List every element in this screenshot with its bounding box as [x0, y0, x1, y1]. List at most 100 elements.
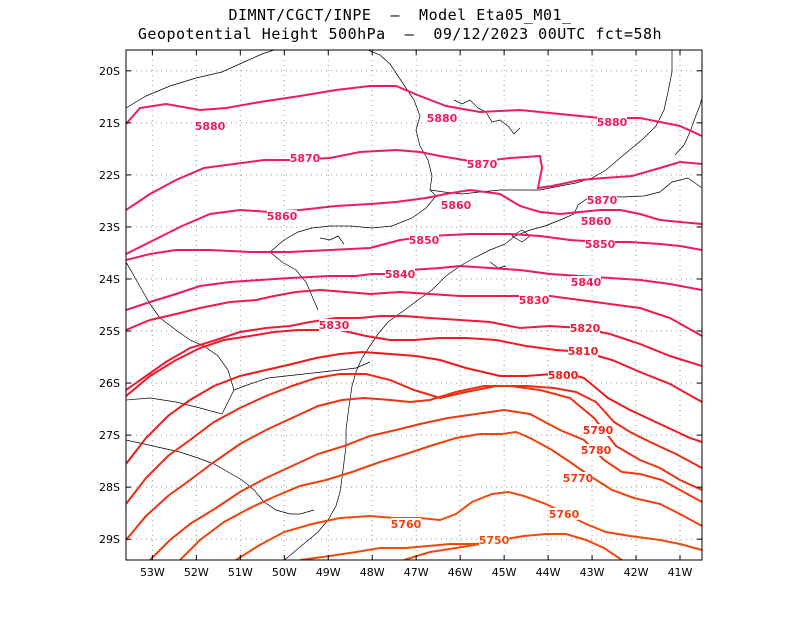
title-line-1: DIMNT/CGCT/INPE – Model Eta05_M01_: [228, 6, 572, 24]
contour-label-bg: [467, 158, 497, 170]
y-tick-label: 26S: [99, 377, 120, 390]
y-tick-label: 20S: [99, 65, 120, 78]
axis-ticks: 53W 52W 51W 50W 49W 48W 47W 46W 45W 44W 43W 42W 41W 2…: [99, 50, 702, 579]
contour-label-5770: 5770: [563, 472, 594, 485]
contour-label-bg: [563, 472, 593, 484]
contour-label-5850: 5850: [409, 234, 440, 247]
contour-label-bg: [519, 294, 549, 306]
x-tick-label: 46W: [448, 566, 473, 579]
contour-5780: [126, 385, 702, 541]
contour-label-bg: [597, 116, 627, 128]
contour-label-5870: 5870: [290, 152, 321, 165]
contour-5790: [126, 373, 702, 505]
contour-label-5760: 5760: [391, 518, 422, 531]
contour-label-5800: 5800: [548, 369, 579, 382]
contour-5760: [179, 430, 702, 560]
state-border-mg-rj: [539, 50, 673, 191]
title-line-2: Geopotential Height 500hPa – 09/12/2023 …: [137, 25, 663, 43]
map-frame: [125, 49, 703, 561]
contour-label-bg: [581, 444, 611, 456]
contour-label-5850: 5850: [585, 238, 616, 251]
border-argentina: [126, 317, 235, 415]
contour-label-5830: 5830: [519, 294, 550, 307]
contour-label-5780: 5780: [581, 444, 612, 457]
x-tick-label: 52W: [184, 566, 209, 579]
y-tick-label: 23S: [99, 221, 120, 234]
x-tick-label: 43W: [580, 566, 605, 579]
x-tick-label: 51W: [228, 566, 253, 579]
y-tick-label: 24S: [99, 273, 120, 286]
contour-label-bg: [290, 152, 320, 164]
contour-label-bg: [585, 238, 615, 250]
contour-label-bg: [549, 508, 579, 520]
reservoir-sp: [453, 99, 521, 135]
contour-label-5870: 5870: [467, 158, 498, 171]
y-tick-label: 25S: [99, 325, 120, 338]
x-tick-label: 49W: [316, 566, 341, 579]
contour-label-5870: 5870: [587, 194, 618, 207]
reservoir-sp-2: [319, 235, 345, 245]
contour-label-bg: [581, 215, 611, 227]
y-tick-label: 28S: [99, 481, 120, 494]
contour-label-bg: [548, 369, 578, 381]
x-tick-label: 48W: [360, 566, 385, 579]
contour-label-5790: 5790: [583, 424, 614, 437]
contour-label-5750: 5750: [479, 534, 510, 547]
contour-label-5860: 5860: [267, 210, 298, 223]
contour-label-5810: 5810: [568, 345, 599, 358]
contour-label-5760: 5760: [549, 508, 580, 521]
state-border-sp-mg: [367, 50, 433, 191]
state-border-sc-rs: [126, 439, 315, 515]
x-tick-label: 47W: [404, 566, 429, 579]
contour-5770: [149, 408, 702, 560]
contour-5740: [403, 543, 481, 560]
contour-label-5840: 5840: [571, 276, 602, 289]
x-tick-label: 41W: [668, 566, 693, 579]
contour-label-bg: [583, 424, 613, 436]
contour-label-bg: [409, 234, 439, 246]
contour-label-bg: [479, 534, 509, 546]
contour-label-5860: 5860: [581, 215, 612, 228]
contour-5750-outer: [235, 490, 702, 560]
contour-labels: 5880 5880 5880 5870 5870 5870 5860 5860 5860 5850…: [195, 112, 628, 547]
contour-label-5880: 5880: [427, 112, 458, 125]
contour-label-bg: [571, 276, 601, 288]
contour-label-5820: 5820: [570, 322, 601, 335]
x-tick-label: 44W: [536, 566, 561, 579]
contour-label-bg: [441, 199, 471, 211]
state-border-pr-sc: [233, 361, 371, 391]
y-tick-label: 22S: [99, 169, 120, 182]
contour-label-5830: 5830: [319, 319, 350, 332]
contour-5820: [126, 315, 702, 391]
y-tick-label: 21S: [99, 117, 120, 130]
river-parana: [126, 261, 161, 319]
contour-label-5880: 5880: [195, 120, 226, 133]
state-border-pr-north: [269, 251, 319, 311]
contour-5800: [126, 350, 702, 465]
contour-label-bg: [570, 322, 600, 334]
contour-label-bg: [385, 268, 415, 280]
x-tick-label: 42W: [624, 566, 649, 579]
y-tick-label: 27S: [99, 429, 120, 442]
x-tick-label: 53W: [140, 566, 165, 579]
contour-lines: [126, 85, 702, 560]
contour-label-5880: 5880: [597, 116, 628, 129]
coastline: [283, 177, 702, 560]
contour-label-bg: [195, 120, 225, 132]
x-tick-label: 50W: [272, 566, 297, 579]
contour-5860: [126, 188, 702, 255]
contour-label-bg: [427, 112, 457, 124]
contour-label-bg: [267, 210, 297, 222]
x-tick-label: 45W: [492, 566, 517, 579]
contour-label-5860: 5860: [441, 199, 472, 212]
contour-label-bg: [319, 319, 349, 331]
contour-label-5840: 5840: [385, 268, 416, 281]
state-border-mg-es: [674, 97, 702, 156]
state-border-pr-sp: [269, 189, 437, 253]
contour-label-bg: [587, 194, 617, 206]
contour-label-bg: [391, 518, 421, 530]
state-border-ms-sp: [126, 50, 275, 109]
y-tick-label: 29S: [99, 533, 120, 546]
reservoir-sp-3: [489, 261, 507, 269]
